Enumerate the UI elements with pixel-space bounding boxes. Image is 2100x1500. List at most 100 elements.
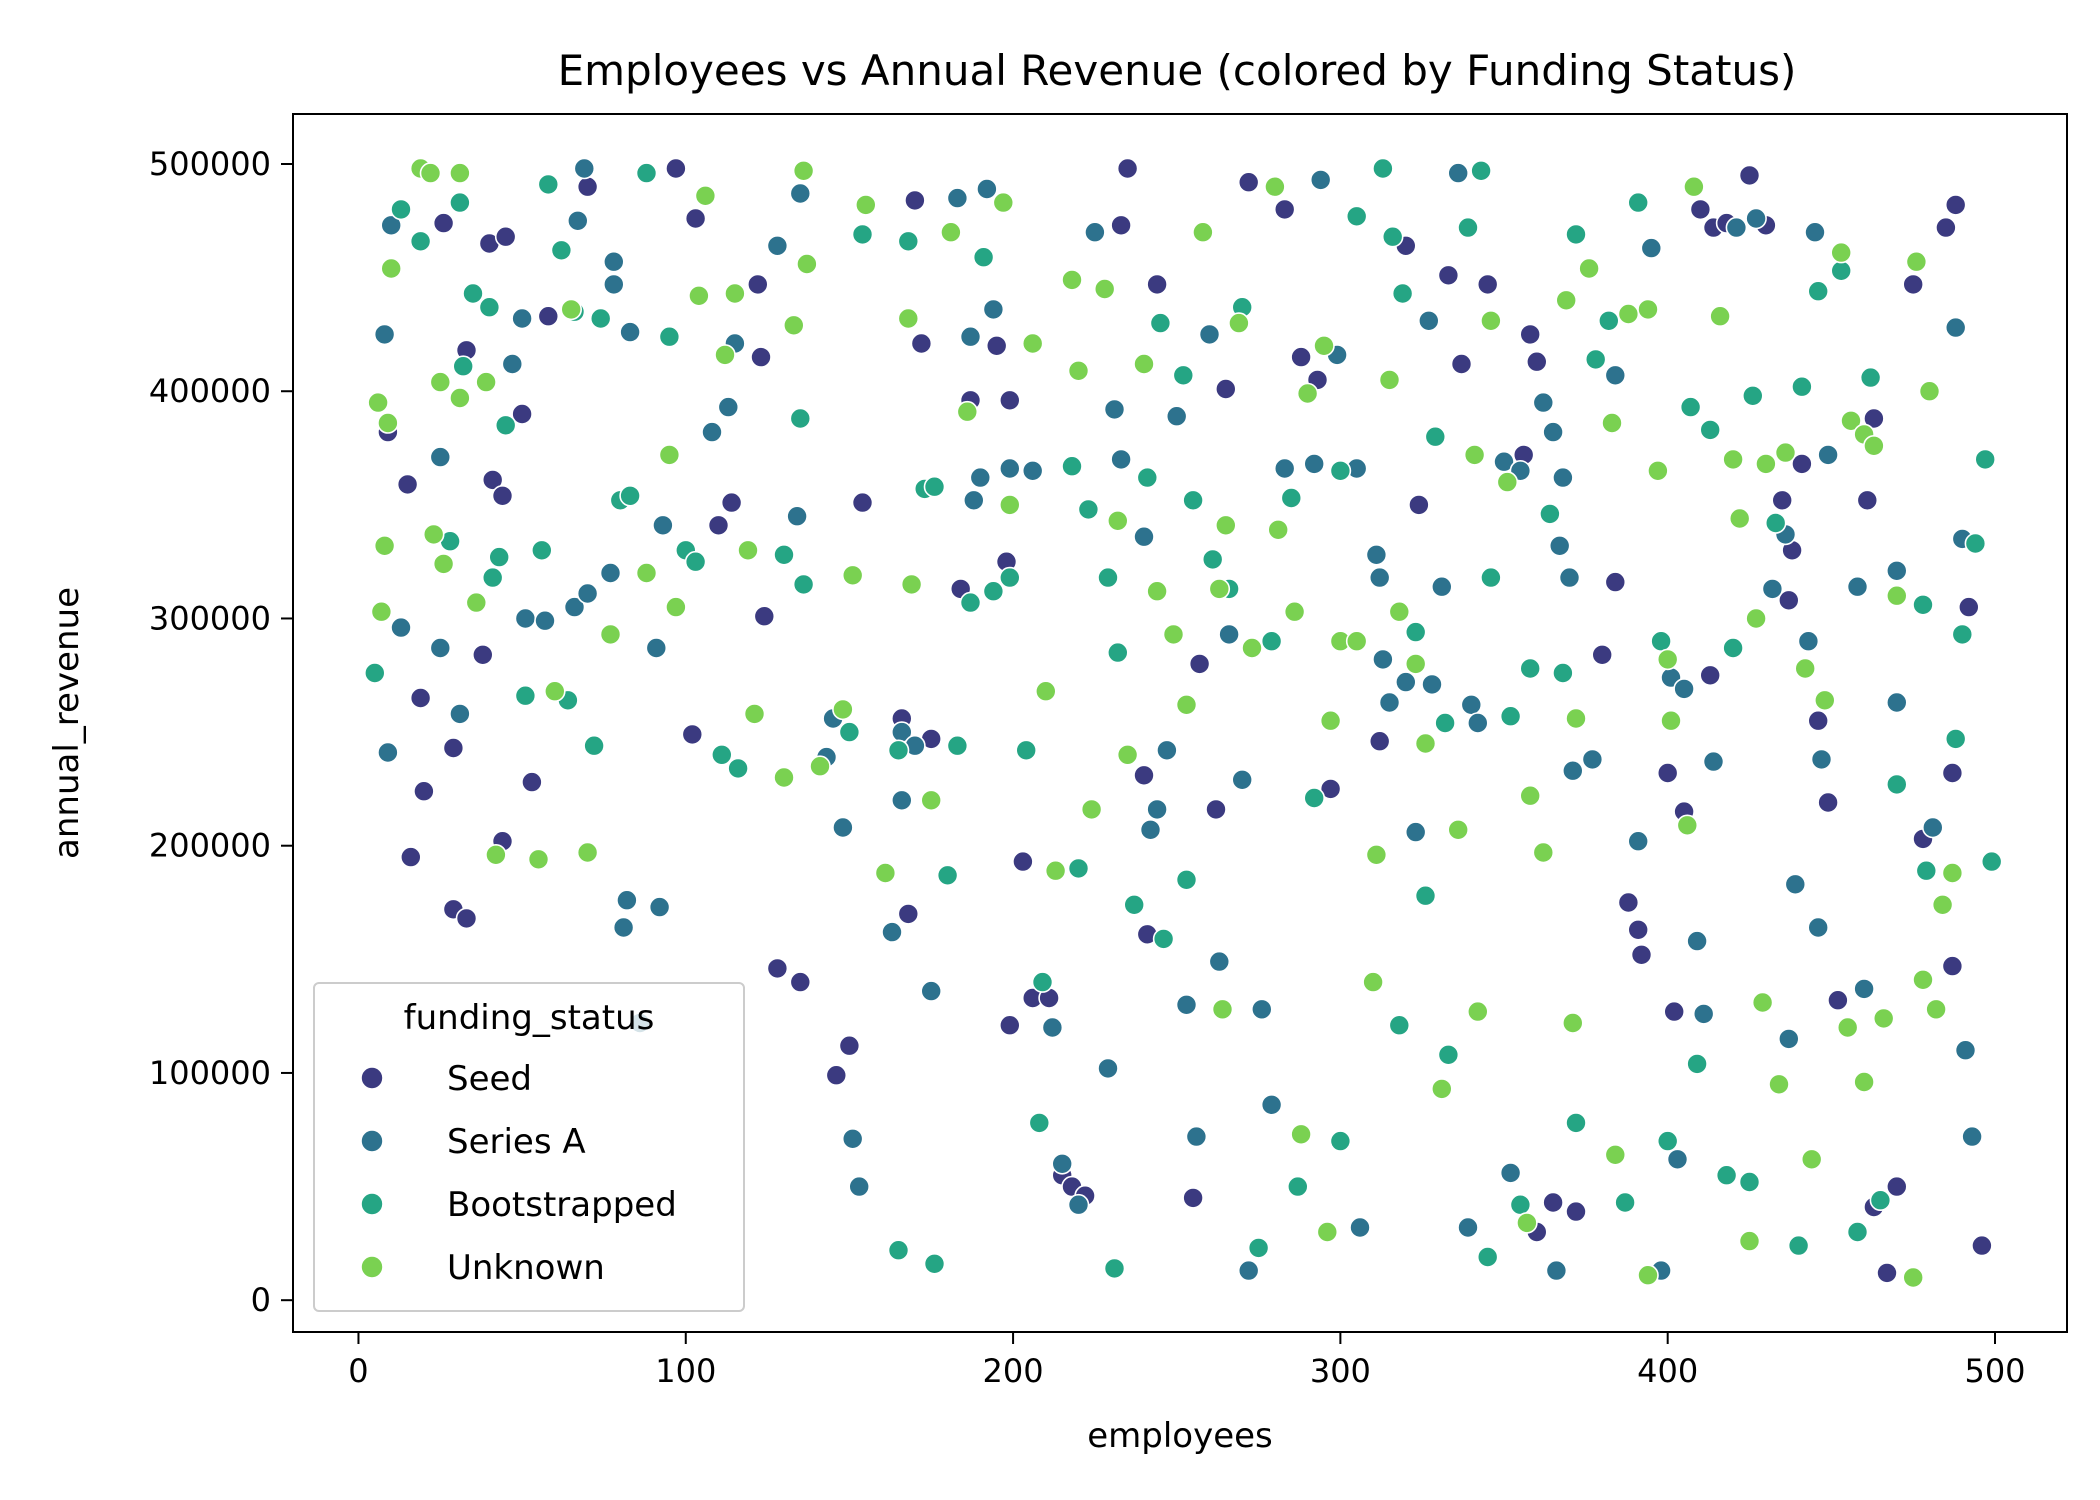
point-seed-94 <box>1856 489 1879 512</box>
point-series-a-18 <box>599 562 622 584</box>
point-bootstrapped-80 <box>1650 630 1672 653</box>
point-series-a-11 <box>390 616 412 639</box>
point-series-a-58 <box>1165 405 1188 428</box>
point-unknown-76 <box>1447 818 1469 841</box>
point-series-a-74 <box>1378 691 1401 714</box>
x-tick-label-5: 500 <box>1964 1352 2025 1390</box>
point-unknown-120 <box>1637 1264 1659 1286</box>
x-tick-label-3: 300 <box>1310 1352 1371 1390</box>
point-bootstrapped-42 <box>1015 739 1037 762</box>
point-bootstrapped-92 <box>1951 623 1974 646</box>
point-unknown-34 <box>832 698 854 721</box>
point-bootstrapped-74 <box>1539 503 1561 525</box>
point-unknown-87 <box>1637 298 1659 321</box>
point-unknown-92 <box>1683 175 1705 198</box>
point-seed-12 <box>491 484 514 507</box>
point-series-a-67 <box>1303 453 1325 475</box>
point-unknown-73 <box>1388 600 1411 623</box>
point-bootstrapped-96 <box>1944 728 1967 750</box>
point-bootstrapped-111 <box>1329 1130 1352 1152</box>
point-series-a-110 <box>1922 816 1944 839</box>
point-bootstrapped-85 <box>1764 512 1787 534</box>
point-bootstrapped-114 <box>1175 868 1198 891</box>
point-bootstrapped-112 <box>1287 1175 1309 1198</box>
point-seed-13 <box>511 403 533 425</box>
point-seed-78 <box>1617 891 1640 914</box>
point-series-a-106 <box>1817 444 1839 466</box>
point-series-a-96 <box>1673 678 1695 700</box>
point-unknown-118 <box>1751 991 1774 1014</box>
point-seed-104 <box>1876 1262 1898 1284</box>
point-bootstrapped-113 <box>1247 1237 1270 1259</box>
point-unknown-33 <box>809 755 831 778</box>
point-series-a-83 <box>1493 450 1515 473</box>
point-unknown-39 <box>900 573 923 596</box>
point-unknown-16 <box>527 848 550 871</box>
point-series-a-80 <box>1447 162 1469 184</box>
point-seed-109 <box>1941 955 1964 977</box>
point-series-a-76 <box>1404 821 1427 843</box>
point-seed-64 <box>1368 730 1391 753</box>
point-seed-6 <box>684 207 707 230</box>
point-unknown-40 <box>920 789 943 812</box>
point-unknown-127 <box>1316 1221 1339 1243</box>
point-series-a-100 <box>1745 207 1767 230</box>
point-series-a-89 <box>1558 566 1581 589</box>
point-series-a-87 <box>1548 534 1571 557</box>
point-seed-28 <box>766 957 789 980</box>
point-seed-34 <box>897 903 920 925</box>
point-bootstrapped-32 <box>887 739 910 762</box>
point-series-a-45 <box>976 178 998 200</box>
point-series-a-128 <box>1139 818 1162 841</box>
point-unknown-93 <box>1709 305 1731 328</box>
point-unknown-86 <box>1617 303 1640 325</box>
point-unknown-42 <box>956 400 979 423</box>
point-unknown-125 <box>1431 1078 1453 1100</box>
point-bootstrapped-22 <box>658 325 681 348</box>
point-unknown-98 <box>1774 441 1797 464</box>
point-seed-91 <box>1807 709 1829 732</box>
point-unknown-117 <box>1768 1073 1790 1096</box>
point-seed-58 <box>1215 378 1237 400</box>
point-seed-86 <box>1738 164 1761 187</box>
point-unknown-89 <box>1656 648 1679 671</box>
point-seed-92 <box>1817 791 1839 814</box>
point-bootstrapped-36 <box>936 864 959 887</box>
point-bootstrapped-66 <box>1414 884 1437 907</box>
point-series-a-120 <box>1666 1148 1689 1171</box>
point-unknown-3 <box>380 257 403 280</box>
point-unknown-10 <box>373 534 396 557</box>
point-series-a-129 <box>1097 1057 1119 1080</box>
point-bootstrapped-87 <box>1807 280 1829 303</box>
point-seed-50 <box>1116 157 1139 180</box>
point-unknown-48 <box>1061 269 1083 291</box>
point-unknown-37 <box>874 862 897 884</box>
x-axis-label: employees <box>1087 1416 1273 1456</box>
point-seed-29 <box>789 971 812 993</box>
point-unknown-2 <box>449 162 471 184</box>
point-unknown-77 <box>1463 444 1486 466</box>
point-unknown-51 <box>1093 278 1116 300</box>
point-unknown-23 <box>688 284 710 307</box>
point-bootstrapped-57 <box>1260 630 1283 653</box>
point-series-a-9 <box>619 321 641 343</box>
point-series-a-126 <box>1237 1259 1260 1282</box>
point-series-a-61 <box>1208 950 1231 973</box>
point-seed-66 <box>1408 494 1430 516</box>
point-seed-56 <box>1182 1187 1204 1209</box>
point-unknown-110 <box>1925 998 1947 1021</box>
point-unknown-80 <box>1519 784 1541 807</box>
point-bootstrapped-86 <box>1791 375 1813 398</box>
point-series-a-92 <box>1604 364 1627 387</box>
x-axis: 0 100 200 300 400 500 <box>348 1332 2026 1390</box>
point-seed-26 <box>720 491 743 514</box>
point-unknown-88 <box>1647 459 1669 482</box>
point-bootstrapped-53 <box>1182 489 1204 512</box>
point-seed-99 <box>1944 194 1967 216</box>
point-seed-81 <box>1656 762 1679 784</box>
point-bootstrapped-89 <box>1859 366 1882 389</box>
point-seed-19 <box>399 846 422 868</box>
point-series-a-8 <box>602 273 625 296</box>
point-unknown-107 <box>1918 380 1941 403</box>
point-unknown-13 <box>432 553 455 575</box>
